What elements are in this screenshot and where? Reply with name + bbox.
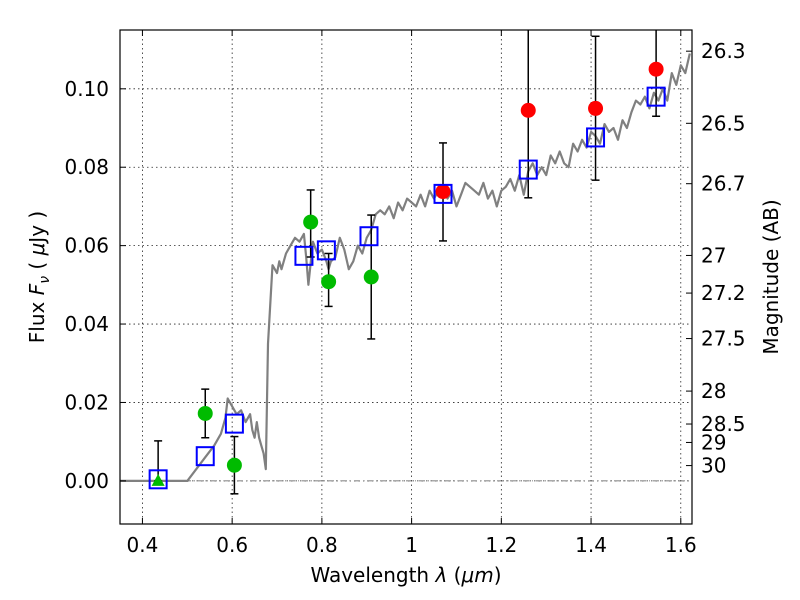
model-square	[646, 86, 666, 107]
red-data-point	[648, 61, 664, 77]
magnitude-tick-label: 26.5	[701, 111, 746, 135]
model-square	[518, 159, 538, 180]
magnitude-tick-label: 30	[701, 454, 726, 478]
model-square	[224, 413, 244, 434]
marker-layer	[151, 61, 664, 486]
x-axis-title: Wavelength λ (μm)	[310, 563, 501, 587]
magnitude-tick-label: 26.7	[701, 172, 746, 196]
triangle-data-point	[151, 473, 165, 486]
model-square	[195, 446, 215, 467]
green-data-point	[226, 457, 242, 473]
green-data-point	[363, 269, 379, 285]
magnitude-tick-label: 26.3	[701, 39, 746, 63]
green-data-point	[303, 214, 319, 230]
x-tick-label: 1	[405, 533, 418, 557]
magnitude-tick-label: 27.5	[701, 327, 746, 351]
plot-frame	[119, 29, 693, 525]
model-square	[433, 183, 453, 204]
template-sed-layer	[120, 53, 691, 482]
x-tick-label: 0.6	[216, 533, 248, 557]
template-sed-line	[120, 53, 691, 482]
y-tick-label: 0.04	[64, 312, 109, 336]
green-data-point	[197, 405, 213, 421]
magnitude-tick-label: 27	[701, 243, 726, 267]
x-tick-label: 1.2	[485, 533, 517, 557]
red-data-point	[520, 102, 536, 118]
model-point-layer	[148, 86, 666, 490]
y-tick-label: 0.06	[64, 234, 109, 258]
magnitude-tick-label: 28.5	[701, 412, 746, 436]
right-axis-title: Magnitude (AB)	[759, 199, 783, 354]
tick-layer	[120, 30, 692, 524]
model-square	[359, 226, 379, 247]
x-tick-label: 0.4	[127, 533, 159, 557]
magnitude-tick-label: 28	[701, 379, 726, 403]
y-tick-label: 0.00	[64, 469, 109, 493]
green-data-point	[321, 274, 337, 290]
red-data-point	[588, 100, 604, 116]
x-tick-label: 1.4	[575, 533, 607, 557]
model-square	[148, 469, 168, 490]
tick-label-layer: 0.4 0.6 0.8 1 1.2 1.4 1.6 0.00 0.02 0.04 0.06 0.08 0…	[64, 39, 745, 557]
magnitude-tick-label: 27.2	[701, 281, 746, 305]
y-tick-label: 0.08	[64, 155, 109, 179]
magnitude-tick-label: 29	[701, 430, 726, 454]
y-tick-label: 0.02	[64, 390, 109, 414]
model-square	[316, 240, 336, 261]
model-square	[294, 245, 314, 266]
red-data-point	[435, 184, 451, 200]
y-axis-title: Flux Fν ( μJy )	[25, 211, 53, 343]
x-tick-label: 1.6	[665, 533, 697, 557]
x-tick-label: 0.8	[306, 533, 338, 557]
model-square	[586, 127, 606, 148]
y-tick-label: 0.10	[64, 77, 109, 101]
